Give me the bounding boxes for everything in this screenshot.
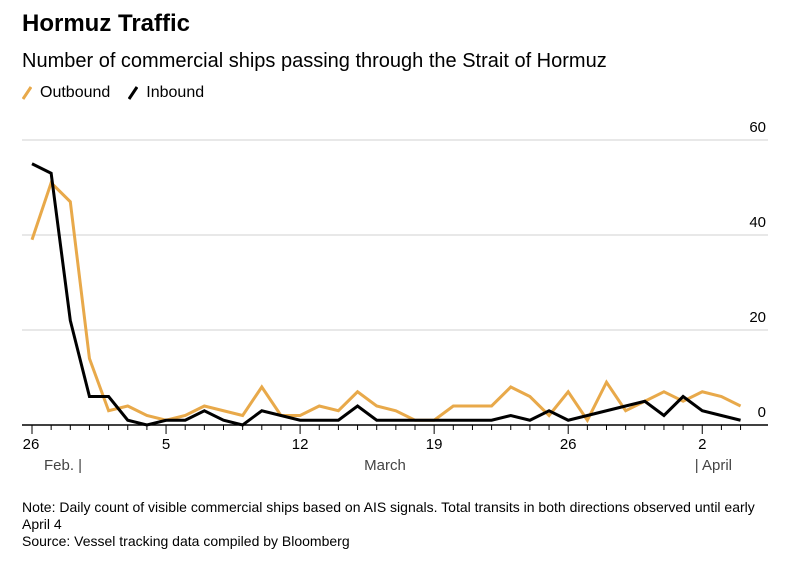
y-tick-label: 0 xyxy=(758,404,766,421)
legend-label-inbound: Inbound xyxy=(146,84,205,101)
y-tick-label: 20 xyxy=(749,309,766,326)
series-line-inbound xyxy=(31,162,741,427)
month-label: Feb. | xyxy=(44,457,82,474)
legend-swatch-outbound-icon xyxy=(22,86,32,100)
source-text: Source: Vessel tracking data compiled by… xyxy=(22,533,350,549)
legend-label-outbound: Outbound xyxy=(40,84,111,101)
legend-item-inbound: Inbound xyxy=(128,84,204,102)
y-tick-label: 40 xyxy=(749,214,766,231)
legend-item-outbound: Outbound xyxy=(22,84,110,102)
legend: Outbound Inbound xyxy=(22,84,204,102)
x-tick-label: 26 xyxy=(560,436,577,453)
x-tick-label: 19 xyxy=(426,436,443,453)
chart-note: Note: Daily count of visible commercial … xyxy=(22,499,762,550)
x-tick-label: 12 xyxy=(292,436,309,453)
x-tick-label: 2 xyxy=(698,436,706,453)
note-text: Note: Daily count of visible commercial … xyxy=(22,499,755,532)
chart-subtitle: Number of commercial ships passing throu… xyxy=(22,50,607,72)
month-label: | April xyxy=(695,457,732,474)
chart-title: Hormuz Traffic xyxy=(22,10,191,37)
y-tick-label: 60 xyxy=(749,119,766,136)
month-label: March xyxy=(364,457,406,474)
x-tick-label: 5 xyxy=(162,436,170,453)
series-line-outbound xyxy=(30,179,742,424)
legend-swatch-inbound-icon xyxy=(128,86,139,100)
x-tick-label: 26 xyxy=(23,436,40,453)
